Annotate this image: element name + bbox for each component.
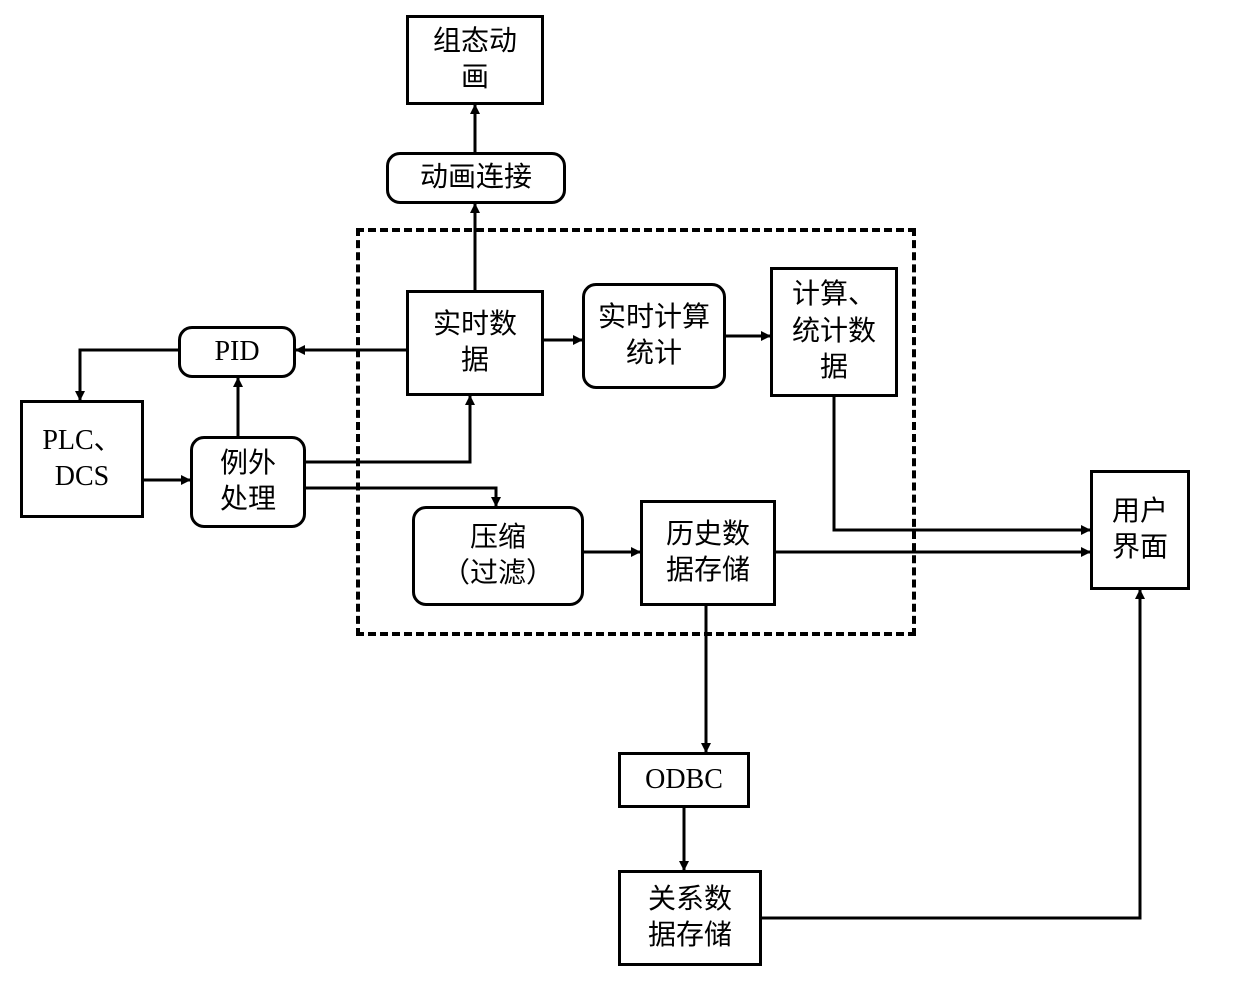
node-label: 历史数据存储 <box>666 517 750 590</box>
node-label: 实时数据 <box>433 307 517 380</box>
node-calc-statistics: 计算、统计数据 <box>770 267 898 397</box>
node-compress: 压缩（过滤） <box>412 506 584 606</box>
node-label: PLC、DCS <box>42 423 121 496</box>
node-label: 压缩（过滤） <box>442 520 554 593</box>
node-label: 动画连接 <box>420 160 532 196</box>
node-animation-link: 动画连接 <box>386 152 566 204</box>
node-label: PID <box>214 334 259 370</box>
node-label: 计算、统计数据 <box>792 277 876 386</box>
node-realtime-data: 实时数据 <box>406 290 544 396</box>
node-pid: PID <box>178 326 296 378</box>
node-history-storage: 历史数据存储 <box>640 500 776 606</box>
node-label: ODBC <box>645 762 723 798</box>
node-label: 实时计算统计 <box>598 300 710 373</box>
node-exception: 例外处理 <box>190 436 306 528</box>
node-odbc: ODBC <box>618 752 750 808</box>
diagram-canvas: 组态动画 动画连接 实时数据 实时计算统计 计算、统计数据 PID PLC、DC… <box>0 0 1240 1005</box>
node-label: 组态动画 <box>433 24 517 97</box>
edge-e_pid_to_plc <box>80 350 178 400</box>
node-relational-storage: 关系数据存储 <box>618 870 762 966</box>
node-label: 关系数据存储 <box>648 882 732 955</box>
node-realtime-calc: 实时计算统计 <box>582 283 726 389</box>
node-user-interface: 用户界面 <box>1090 470 1190 590</box>
node-label: 用户界面 <box>1112 494 1168 567</box>
node-plc-dcs: PLC、DCS <box>20 400 144 518</box>
edge-e_rel_db_to_ui <box>762 590 1140 918</box>
node-animation: 组态动画 <box>406 15 544 105</box>
node-label: 例外处理 <box>220 446 276 519</box>
